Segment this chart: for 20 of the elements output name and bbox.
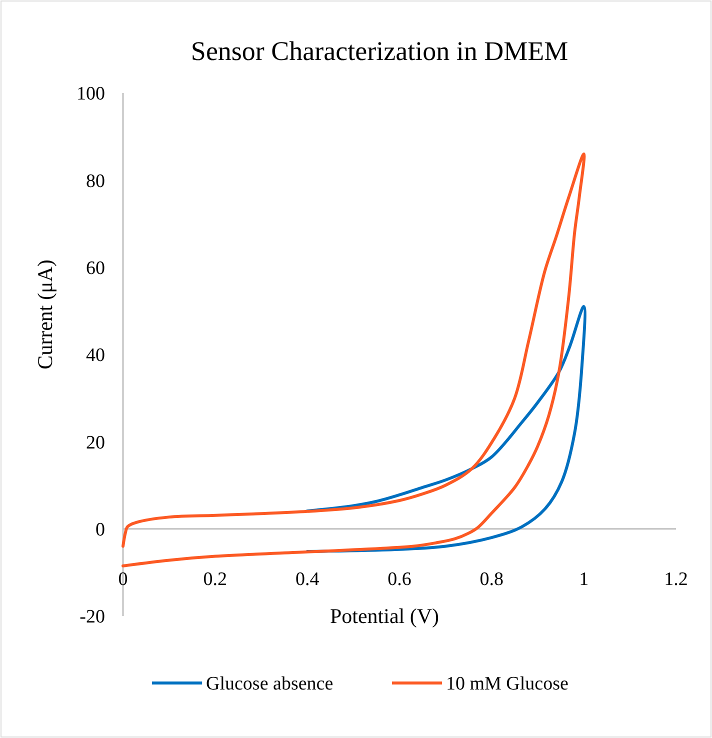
y-axis-title: Current (μA) bbox=[33, 260, 57, 370]
y-tick-label: 80 bbox=[86, 170, 105, 192]
y-tick-label: -20 bbox=[80, 606, 105, 628]
x-tick-label: 0.8 bbox=[480, 568, 504, 590]
x-tick-label: 0.2 bbox=[203, 568, 228, 590]
chart-title: Sensor Characterization in DMEM bbox=[190, 36, 568, 66]
y-tick-label: 40 bbox=[86, 345, 105, 366]
y-tick-label: 20 bbox=[86, 432, 105, 454]
y-tick-label: 100 bbox=[76, 84, 105, 105]
y-tick-label: 60 bbox=[86, 258, 105, 279]
x-axis-title: Potential (V) bbox=[330, 604, 440, 628]
x-tick-label: 1 bbox=[579, 568, 589, 590]
x-tick-label: 0.4 bbox=[295, 568, 320, 590]
x-tick-label: 0 bbox=[118, 568, 128, 590]
x-tick-label: 0.6 bbox=[388, 568, 412, 590]
legend-label: Glucose absence bbox=[206, 674, 334, 695]
x-tick-label: 1.2 bbox=[664, 568, 688, 590]
legend-label: 10 mM Glucose bbox=[446, 674, 568, 695]
y-tick-label: 0 bbox=[96, 519, 105, 540]
line-series bbox=[122, 152, 586, 568]
